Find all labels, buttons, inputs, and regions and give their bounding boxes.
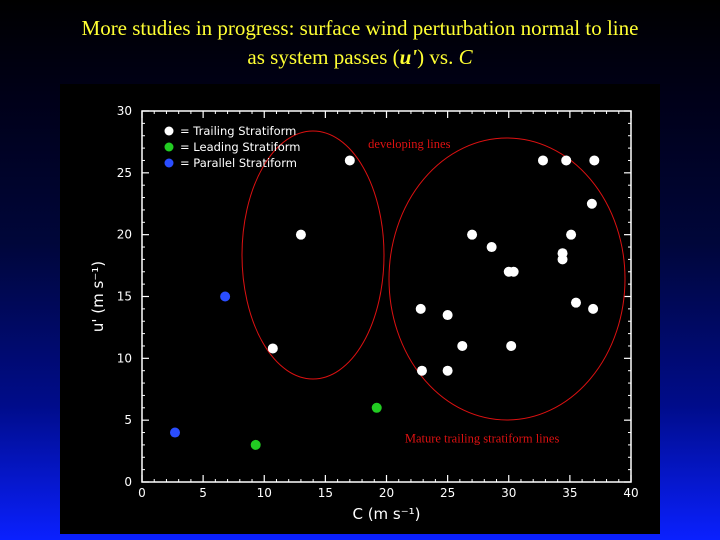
data-point-trailing [442,365,453,376]
annotations: developing lines Mature trailing stratifo… [368,137,559,445]
x-tick-label: 30 [501,486,516,500]
data-point-trailing [508,266,519,277]
data-point-parallel [170,427,181,438]
annotation-mature-lines: Mature trailing stratiform lines [405,431,560,445]
title-text-b: ) vs. [417,45,459,69]
data-point-parallel [220,291,231,302]
slide-title-line1: More studies in progress: surface wind p… [81,16,639,40]
y-tick-label: 10 [117,351,132,365]
x-tick-label: 35 [562,486,577,500]
legend-label: = Trailing Stratiform [180,124,296,138]
y-axis-label: u' (m s⁻¹) [89,261,107,332]
y-tick-label: 0 [124,475,132,489]
legend-marker [164,158,174,168]
data-point-trailing [267,343,278,354]
data-point-trailing [566,229,577,240]
data-point-trailing [415,303,426,314]
data-point-trailing [589,155,600,166]
legend-label: = Parallel Stratiform [180,156,297,170]
data-point-trailing [457,340,468,351]
slide-title: More studies in progress: surface wind p… [0,14,720,72]
legend: = Trailing Stratiform = Leading Stratifor… [164,124,300,170]
data-point-trailing [588,303,599,314]
x-tick-label: 25 [440,486,455,500]
data-point-trailing [486,242,497,253]
x-tick-label: 15 [318,486,333,500]
data-point-trailing [586,198,597,209]
data-point-trailing [506,340,517,351]
ellipse-developing [241,130,385,380]
legend-label: = Leading Stratiform [180,140,300,154]
legend-marker [164,126,174,136]
chart-svg: 0 5 10 15 20 25 30 35 40 0 5 10 15 20 25 30 C (m s⁻¹) u' … [89,104,639,523]
x-tick-label: 40 [623,486,638,500]
slide-title-line2: as system passes (u') vs. C [0,43,720,72]
x-tick-label: 0 [138,486,146,500]
legend-marker [164,142,174,152]
data-points [170,155,600,450]
x-tick-label: 10 [257,486,272,500]
data-point-leading [371,402,382,413]
data-point-trailing [557,248,568,259]
y-tick-label: 30 [117,104,132,118]
highlight-ellipses [241,130,626,421]
scatter-chart: 0 5 10 15 20 25 30 35 40 0 5 10 15 20 25 30 C (m s⁻¹) u' … [60,84,660,534]
y-tick-label: 25 [117,166,132,180]
data-point-trailing [416,365,427,376]
y-tick-label: 20 [117,228,132,242]
title-text-a: as system passes ( [247,45,400,69]
data-point-trailing [561,155,572,166]
data-point-trailing [442,310,453,321]
x-tick-label: 20 [379,486,394,500]
annotation-developing-lines: developing lines [368,137,450,151]
data-point-trailing [295,229,306,240]
x-tick-label: 5 [199,486,207,500]
data-point-trailing [537,155,548,166]
ellipse-mature [388,137,626,421]
x-axis-label: C (m s⁻¹) [352,505,420,523]
axes: 0 5 10 15 20 25 30 35 40 0 5 10 15 20 25 30 C (m s⁻¹) u' … [89,104,639,523]
data-point-leading [250,439,261,450]
data-point-trailing [570,297,581,308]
y-tick-label: 15 [117,290,132,304]
title-var-c: C [458,45,473,69]
data-point-trailing [467,229,478,240]
data-point-trailing [344,155,355,166]
y-tick-label: 5 [124,413,132,427]
title-var-u-prime: u' [399,45,418,69]
